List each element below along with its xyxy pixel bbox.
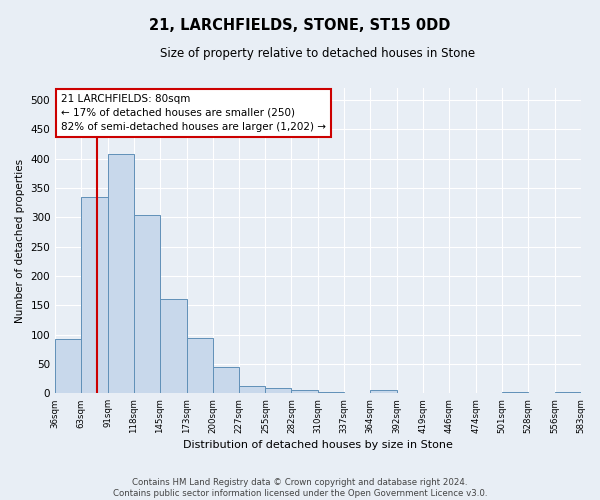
Text: 21 LARCHFIELDS: 80sqm
← 17% of detached houses are smaller (250)
82% of semi-det: 21 LARCHFIELDS: 80sqm ← 17% of detached … (61, 94, 326, 132)
Bar (187, 338, 212, 394)
Bar (344, 392, 370, 394)
Bar (239, 386, 265, 394)
Text: 21, LARCHFIELDS, STONE, ST15 0DD: 21, LARCHFIELDS, STONE, ST15 0DD (149, 18, 451, 32)
Bar (55, 338, 81, 394)
Bar (134, 216, 160, 394)
Bar (502, 392, 527, 394)
Bar (160, 300, 187, 394)
Bar (319, 392, 344, 394)
Bar (370, 390, 397, 394)
Bar (423, 392, 449, 394)
Bar (292, 390, 319, 394)
Bar (397, 392, 423, 394)
X-axis label: Distribution of detached houses by size in Stone: Distribution of detached houses by size … (183, 440, 453, 450)
Bar (108, 154, 134, 394)
Bar (81, 196, 108, 394)
Text: Contains HM Land Registry data © Crown copyright and database right 2024.
Contai: Contains HM Land Registry data © Crown c… (113, 478, 487, 498)
Bar (265, 388, 292, 394)
Y-axis label: Number of detached properties: Number of detached properties (15, 158, 25, 323)
Bar (554, 392, 581, 394)
Title: Size of property relative to detached houses in Stone: Size of property relative to detached ho… (160, 48, 475, 60)
Bar (449, 392, 476, 394)
Bar (212, 368, 239, 394)
